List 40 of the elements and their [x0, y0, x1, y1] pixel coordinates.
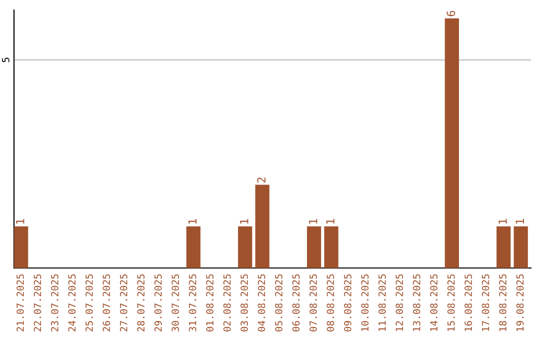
x-tick-label: 13.08.2025 — [412, 274, 420, 331]
x-tick-label: 24.07.2025 — [68, 274, 76, 332]
data-label: 1 — [516, 219, 524, 224]
x-tick-label: 28.07.2025 — [137, 274, 145, 332]
x-tick-label: 23.07.2025 — [51, 274, 58, 332]
data-label: 6 — [446, 10, 456, 16]
x-tick-label: 04.08.2025 — [258, 274, 266, 332]
x-tick-label: 30.07.2025 — [172, 274, 180, 332]
x-tick-label: 22.07.2025 — [34, 274, 42, 332]
x-tick-label: 10.08.2025 — [361, 274, 369, 331]
x-tick-label: 15.08.2025 — [447, 274, 455, 331]
data-label: 1 — [188, 219, 196, 224]
data-label: 2 — [257, 178, 266, 183]
x-tick-label: 27.07.2025 — [120, 274, 128, 332]
x-tick-label: 18.08.2025 — [499, 274, 506, 331]
x-tick-label: 05.08.2025 — [275, 274, 282, 332]
data-label: 1 — [309, 219, 318, 224]
x-tick-label: 29.07.2025 — [154, 274, 162, 332]
y-tick-label: 5 — [2, 58, 10, 62]
x-tick-label: 08.08.2025 — [326, 274, 334, 332]
x-tick-label: 25.07.2025 — [85, 274, 93, 332]
x-tick-label: 12.08.2025 — [396, 274, 404, 331]
data-label: 1 — [326, 219, 334, 224]
x-tick-label: 03.08.2025 — [240, 274, 248, 332]
x-tick-label: 26.07.2025 — [102, 274, 110, 332]
x-tick-label: 14.08.2025 — [430, 274, 438, 331]
x-tick-label: 31.07.2025 — [188, 274, 196, 332]
data-label: 1 — [498, 219, 507, 224]
x-tick-label: 21.07.2025 — [16, 274, 24, 332]
x-tick-label: 09.08.2025 — [344, 274, 352, 332]
x-tick-label: 06.08.2025 — [292, 274, 300, 332]
x-tick-label: 16.08.2025 — [464, 274, 472, 331]
data-label: 1 — [240, 219, 248, 224]
data-label: 1 — [16, 219, 24, 224]
x-tick-label: 01.08.2025 — [206, 274, 214, 332]
x-tick-label: 17.08.2025 — [482, 274, 490, 331]
x-tick-label: 07.08.2025 — [310, 274, 317, 332]
x-tick-label: 19.08.2025 — [516, 274, 524, 331]
x-tick-label: 02.08.2025 — [223, 274, 231, 332]
x-tick-label: 11.08.2025 — [378, 274, 386, 331]
